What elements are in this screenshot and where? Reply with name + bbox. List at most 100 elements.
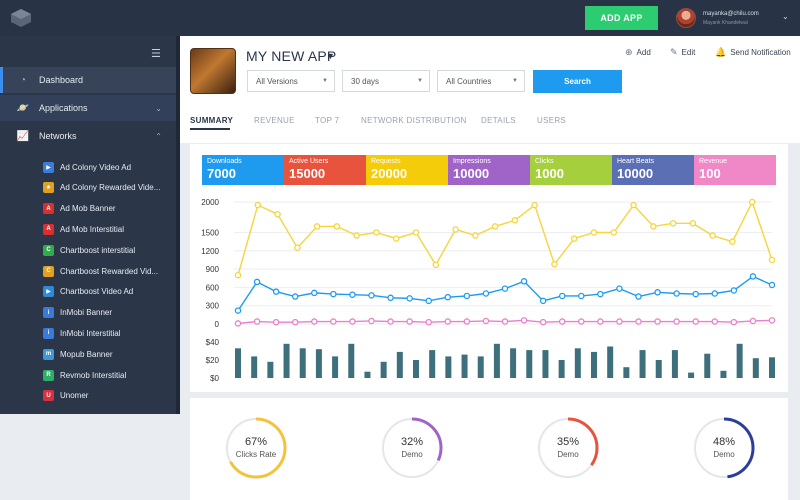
network-icon: R: [43, 369, 54, 381]
series-line: [237, 200, 773, 276]
sidebar-network-item[interactable]: C Chartboost interstitial: [43, 243, 135, 257]
stat-tile[interactable]: Clicks 1000: [530, 155, 612, 185]
series-point: [539, 297, 547, 305]
stat-value: 10000: [617, 166, 654, 181]
tab-summary[interactable]: SUMMARY: [190, 116, 234, 125]
sidebar-network-item[interactable]: i InMobi Interstitial: [43, 326, 120, 340]
caret-down-icon[interactable]: ▼: [326, 51, 335, 61]
network-icon: ▶: [43, 161, 54, 173]
revenue-bar: [283, 343, 290, 378]
sidebar-network-item[interactable]: R Revmob Interstitial: [43, 368, 126, 382]
series-point: [373, 229, 380, 236]
stat-tile[interactable]: Downloads 7000: [202, 155, 284, 185]
tab-users[interactable]: USERS: [537, 116, 567, 125]
sidebar-network-item[interactable]: C Chartboost Rewarded Vid...: [43, 264, 158, 278]
series-point: [635, 293, 642, 300]
revenue-bar: [267, 361, 274, 378]
revenue-bar: [235, 348, 241, 378]
series-point: [234, 271, 242, 279]
stat-tile[interactable]: Heart Beats 10000: [612, 155, 694, 185]
series-point: [511, 217, 519, 224]
series-point: [673, 290, 680, 297]
version-select[interactable]: All Versions ▼: [247, 70, 335, 92]
series-point: [749, 273, 757, 280]
send-notification-action[interactable]: 🔔 Send Notification: [715, 47, 791, 58]
series-point: [272, 318, 280, 326]
series-point: [482, 290, 490, 297]
series-point: [748, 198, 756, 206]
network-icon: ★: [43, 182, 54, 194]
rates-panel: [190, 398, 788, 500]
series-point: [749, 317, 757, 325]
plus-circle-icon: ⊕: [625, 47, 633, 57]
sidebar-network-item[interactable]: ▶ Chartboost Video Ad: [43, 285, 133, 299]
stat-value: 100: [699, 166, 721, 181]
edit-action[interactable]: ✎ Edit: [670, 47, 695, 58]
chevron-down-icon[interactable]: ⌄: [782, 12, 789, 21]
sidebar-network-item[interactable]: U Unomer: [43, 389, 88, 403]
stat-tile[interactable]: Revenue 100: [694, 155, 776, 185]
donut-chart: [537, 417, 599, 479]
network-icon: C: [43, 265, 54, 277]
sidebar-item-label: Applications: [39, 103, 88, 113]
revenue-bar: [769, 357, 775, 378]
hamburger-menu-icon[interactable]: ☰: [151, 48, 161, 60]
sidebar-network-item[interactable]: m Mopub Banner: [43, 347, 112, 361]
search-button[interactable]: Search: [533, 70, 622, 93]
tab-top-7[interactable]: TOP 7: [315, 116, 340, 125]
series-point: [551, 260, 558, 268]
revenue-bar: [526, 350, 533, 378]
series-point: [432, 261, 440, 269]
donut-arc: [381, 417, 443, 479]
sidebar-network-item[interactable]: ▶ Ad Colony Video Ad: [43, 160, 131, 174]
revenue-bar: [510, 348, 517, 378]
series-point: [709, 232, 716, 239]
sidebar-item-networks[interactable]: 📈 Networks ⌃: [0, 123, 176, 149]
series-point: [558, 318, 566, 325]
network-label: Unomer: [60, 391, 89, 401]
donut-label: Demo: [713, 450, 735, 459]
sidebar-network-item[interactable]: A Ad Mob Interstitial: [43, 222, 124, 236]
pencil-icon: ✎: [670, 47, 678, 57]
series-point: [768, 317, 776, 324]
tab-revenue[interactable]: REVENUE: [254, 116, 295, 125]
series-point: [539, 318, 547, 326]
network-label: Mopub Banner: [60, 349, 113, 359]
series-point: [730, 318, 738, 326]
series-point: [330, 318, 337, 325]
sidebar-network-item[interactable]: i InMobi Banner: [43, 306, 112, 320]
app-title[interactable]: MY NEW APP: [246, 48, 337, 64]
revenue-bar: [639, 350, 646, 378]
series-point: [654, 289, 661, 296]
revenue-bar: [445, 356, 452, 378]
stat-value: 10000: [453, 166, 490, 181]
add-app-button[interactable]: ADD APP: [585, 6, 658, 30]
country-select[interactable]: All Countries ▼: [437, 70, 525, 92]
chevron-down-icon: ▼: [512, 78, 518, 84]
series-point: [531, 201, 538, 209]
y-tick-label: 300: [206, 302, 220, 311]
series-point: [570, 235, 578, 242]
sidebar-item-dashboard[interactable]: ◔ Dashboard: [0, 67, 176, 93]
stat-tile[interactable]: Impressions 10000: [448, 155, 530, 185]
series-point: [311, 289, 318, 297]
series-point: [313, 223, 321, 230]
sidebar-network-item[interactable]: A Ad Mob Banner: [43, 202, 116, 216]
sidebar-item-applications[interactable]: 🪐 Applications ⌄: [0, 95, 176, 121]
edit-action-label: Edit: [681, 48, 696, 57]
country-select-value: All Countries: [446, 76, 492, 86]
revenue-bar: [704, 353, 711, 378]
tab-details[interactable]: DETAILS: [481, 116, 516, 125]
avatar[interactable]: [676, 8, 696, 28]
sidebar-item-label: Networks: [39, 131, 77, 141]
sidebar-network-item[interactable]: ★ Ad Colony Rewarded Vide...: [43, 181, 160, 195]
tab-network-distribution[interactable]: NETWORK DISTRIBUTION: [361, 116, 467, 125]
series-point: [692, 290, 699, 298]
stat-tile[interactable]: Requests 20000: [366, 155, 448, 185]
series-point: [689, 220, 697, 227]
app-logo-icon[interactable]: [10, 8, 32, 28]
add-action[interactable]: ⊕ Add: [625, 47, 651, 58]
range-select[interactable]: 30 days ▼: [342, 70, 430, 92]
donut-chart: [381, 417, 443, 479]
stat-tile[interactable]: Active Users 15000: [284, 155, 366, 185]
